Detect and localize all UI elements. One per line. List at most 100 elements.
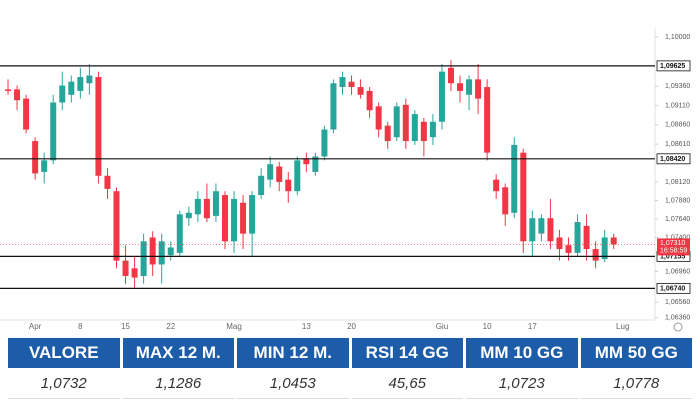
candle-body — [592, 249, 599, 261]
level-label: 1,09625 — [660, 63, 685, 70]
y-tick-label: 1,09110 — [665, 102, 690, 109]
candle-body — [511, 144, 518, 213]
candle-body — [375, 106, 382, 130]
candle-body — [366, 90, 373, 111]
candle-body — [538, 218, 545, 234]
candle-body — [447, 67, 454, 84]
candle-body — [429, 121, 436, 138]
x-tick-label: 8 — [78, 322, 83, 331]
level-label-box — [656, 153, 691, 165]
candle-body — [556, 237, 563, 250]
column-header: VALORE — [8, 338, 120, 368]
candle-body — [14, 89, 21, 101]
level-label-box — [656, 282, 691, 294]
candle-body — [601, 237, 608, 260]
column-header: MM 50 GG — [580, 338, 692, 368]
candle-body — [231, 198, 238, 242]
column-header: MIN 12 M. — [237, 338, 349, 368]
x-tick-label: Apr — [29, 322, 42, 331]
candle-body — [50, 102, 57, 161]
candle-body — [212, 191, 219, 216]
candle-body — [475, 79, 482, 99]
candle-body — [321, 129, 328, 157]
candle-body — [267, 164, 274, 180]
candle-body — [438, 71, 445, 122]
level-label: 1,06740 — [660, 286, 685, 293]
candle-body — [583, 225, 590, 250]
x-tick-label: Lug — [616, 322, 629, 331]
x-tick-label: Mag — [226, 322, 242, 331]
y-tick-label: 1,07640 — [665, 216, 690, 223]
candle-body — [330, 83, 337, 130]
candle-body — [339, 77, 346, 88]
settings-icon[interactable] — [673, 322, 683, 332]
candle-body — [484, 87, 491, 153]
y-tick-label: 1,07400 — [665, 234, 690, 241]
candle-body — [348, 81, 355, 88]
candle-body — [158, 241, 165, 265]
y-tick-label: 1,10000 — [665, 34, 690, 41]
candle-body — [41, 160, 48, 172]
level-label-box — [656, 60, 691, 72]
candle-body — [502, 187, 509, 215]
candle-body — [203, 198, 210, 219]
x-tick-label: 10 — [483, 322, 492, 331]
column-header: MM 10 GG — [466, 338, 578, 368]
candle-body — [240, 202, 247, 234]
candle-body — [303, 158, 310, 165]
candle-body — [77, 77, 84, 91]
x-tick-label: 20 — [347, 322, 356, 331]
y-tick-label: 1,07880 — [665, 197, 690, 204]
y-tick-label: 1,08120 — [665, 179, 690, 186]
stats-table: VALORE MAX 12 M. MIN 12 M. RSI 14 GG MM 10 G… — [5, 338, 695, 399]
candle-body — [285, 179, 292, 192]
candle-body — [258, 175, 265, 196]
candle-body — [249, 195, 256, 234]
column-header: MAX 12 M. — [122, 338, 234, 368]
candle-body — [32, 141, 39, 174]
last-price-box — [657, 238, 690, 256]
candle-body — [294, 160, 301, 192]
candle-body — [23, 98, 30, 130]
level-label: 1,08420 — [660, 156, 685, 163]
x-tick-label: 15 — [121, 322, 130, 331]
y-tick-label: 1,06560 — [665, 299, 690, 306]
candle-body — [194, 198, 201, 215]
candle-body — [68, 81, 75, 95]
y-tick-label: 1,06360 — [665, 315, 690, 322]
candle-body — [59, 85, 66, 103]
candle-body — [420, 121, 427, 142]
value-row: 1,0732 1,1286 1,0453 45,65 1,0723 1,0778 — [8, 368, 692, 399]
candle-body — [357, 87, 364, 95]
cell: 45,65 — [351, 368, 463, 399]
candle-body — [457, 83, 464, 91]
last-price-label: 1,07310 — [660, 240, 685, 247]
column-header: RSI 14 GG — [351, 338, 463, 368]
candle-body — [411, 114, 418, 142]
candle-body — [312, 156, 319, 172]
candle-body — [493, 179, 500, 192]
candle-body — [384, 125, 391, 142]
candle-body — [574, 222, 581, 253]
candle-body — [86, 75, 93, 84]
candle-body — [167, 247, 174, 256]
candle-body — [565, 245, 572, 253]
candle-body — [393, 106, 400, 138]
candle-body — [176, 214, 183, 253]
y-tick-label: 1,08860 — [665, 122, 690, 129]
candle-body — [131, 268, 138, 278]
candle-body — [529, 218, 536, 242]
last-price-time: 16:58:59 — [660, 247, 687, 254]
candle-body — [5, 89, 12, 91]
x-tick-label: Giu — [436, 322, 448, 331]
cell: 1,0732 — [8, 368, 120, 399]
candle-body — [402, 104, 409, 142]
x-tick-label: 17 — [528, 322, 537, 331]
candle-body — [185, 212, 192, 219]
cell: 1,0723 — [466, 368, 578, 399]
y-tick-label: 1,06960 — [665, 268, 690, 275]
cell: 1,0778 — [580, 368, 692, 399]
candle-body — [104, 175, 111, 189]
x-tick-label: 13 — [302, 322, 311, 331]
